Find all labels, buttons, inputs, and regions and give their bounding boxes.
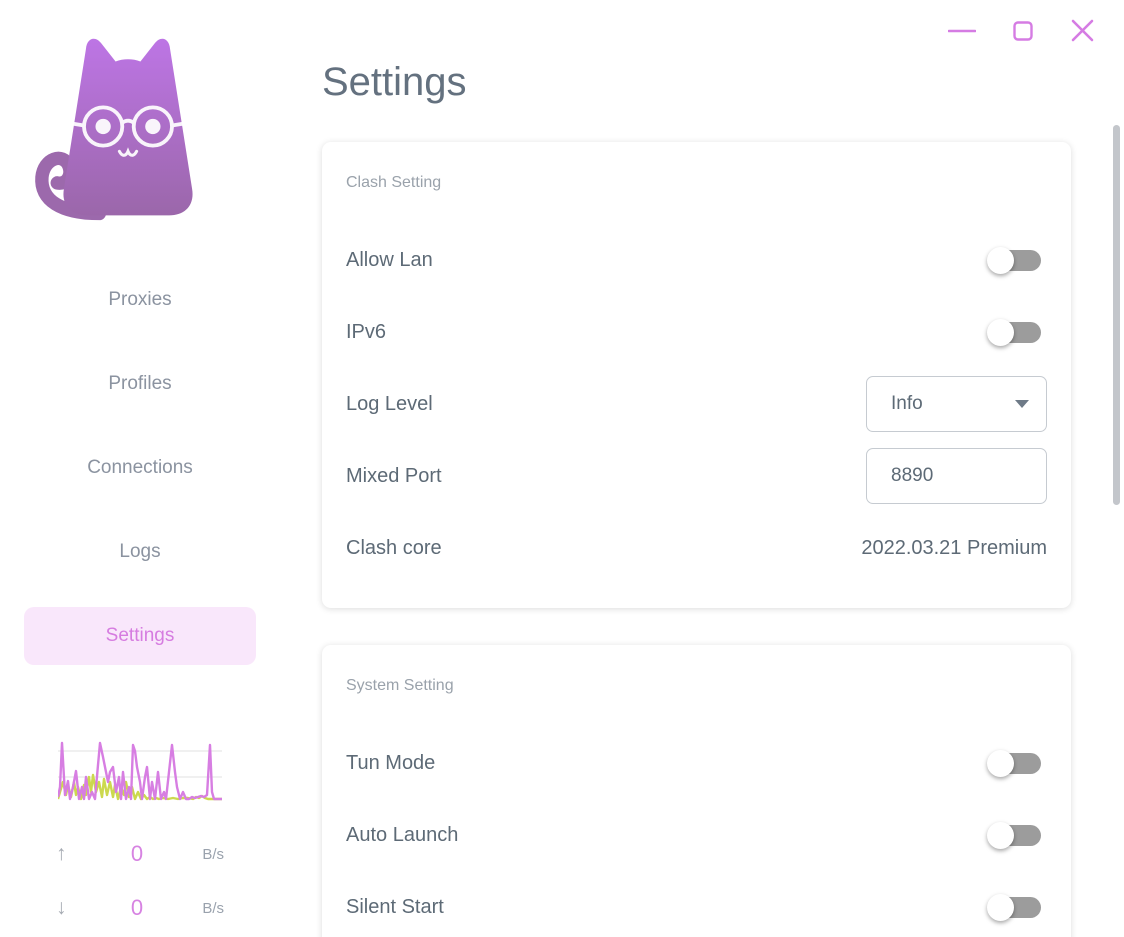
clash-core-row: Clash core 2022.03.21 Premium [346,520,1047,576]
clash-setting-card: Clash Setting Allow Lan IPv6 Log Level I… [322,142,1071,608]
upload-speed-row: ↑ 0 B/s [56,840,224,868]
mixed-port-label: Mixed Port [346,464,442,487]
tun-mode-toggle[interactable] [987,749,1041,777]
auto-launch-toggle[interactable] [987,821,1041,849]
sidebar-item-settings[interactable]: Settings [24,607,256,665]
ipv6-toggle[interactable] [987,318,1041,346]
download-speed-unit: B/s [202,899,224,917]
log-level-label: Log Level [346,392,433,415]
silent-start-toggle[interactable] [987,893,1041,921]
card-header: Clash Setting [346,174,442,191]
log-level-selected-value: Info [891,393,923,414]
upload-speed-value: 0 [130,841,144,866]
toggle-knob [987,821,1014,849]
upload-traffic-line [58,741,222,801]
silent-start-row: Silent Start [346,879,1047,935]
download-speed-value: 0 [130,895,144,920]
minimize-button[interactable] [948,27,976,35]
mixed-port-input[interactable] [866,448,1047,504]
page-title: Settings [322,60,467,104]
auto-launch-label: Auto Launch [346,823,459,846]
sidebar-item-logs[interactable]: Logs [119,541,161,562]
auto-launch-row: Auto Launch [346,807,1047,863]
allow-lan-label: Allow Lan [346,248,433,271]
allow-lan-toggle[interactable] [987,246,1041,274]
maximize-button[interactable] [1013,21,1033,41]
upload-speed-unit: B/s [202,845,224,863]
clash-core-version: 2022.03.21 Premium [861,536,1047,559]
log-level-select[interactable]: Info [866,376,1047,432]
toggle-knob [987,893,1014,921]
sidebar-item-profiles[interactable]: Profiles [108,373,172,394]
allow-lan-row: Allow Lan [346,232,1047,288]
log-level-row: Log Level Info [346,376,1047,432]
tun-mode-row: Tun Mode [346,735,1047,791]
upload-arrow-icon: ↑ [56,842,67,865]
clash-core-label: Clash core [346,536,442,559]
tun-mode-label: Tun Mode [346,751,436,774]
download-speed-row: ↓ 0 B/s [56,894,224,922]
card-header: System Setting [346,677,454,694]
sidebar-nav: Proxies Profiles Connections Logs Settin… [0,271,280,691]
sidebar-item-connections[interactable]: Connections [87,457,193,478]
chevron-down-icon [1015,400,1029,408]
toggle-knob [987,318,1014,346]
download-arrow-icon: ↓ [56,896,67,919]
mixed-port-row: Mixed Port [346,448,1047,504]
toggle-knob [987,749,1014,777]
traffic-graph [58,741,222,801]
system-setting-card: System Setting Tun Mode Auto Launch Sile… [322,645,1071,937]
close-button[interactable] [1071,19,1094,42]
sidebar-item-proxies[interactable]: Proxies [108,289,172,310]
clash-cat-logo [35,38,193,221]
toggle-knob [987,246,1014,274]
silent-start-label: Silent Start [346,895,444,918]
ipv6-label: IPv6 [346,320,387,343]
scrollbar-thumb[interactable] [1113,125,1120,505]
ipv6-row: IPv6 [346,304,1047,360]
sidebar: Proxies Profiles Connections Logs Settin… [0,0,280,937]
